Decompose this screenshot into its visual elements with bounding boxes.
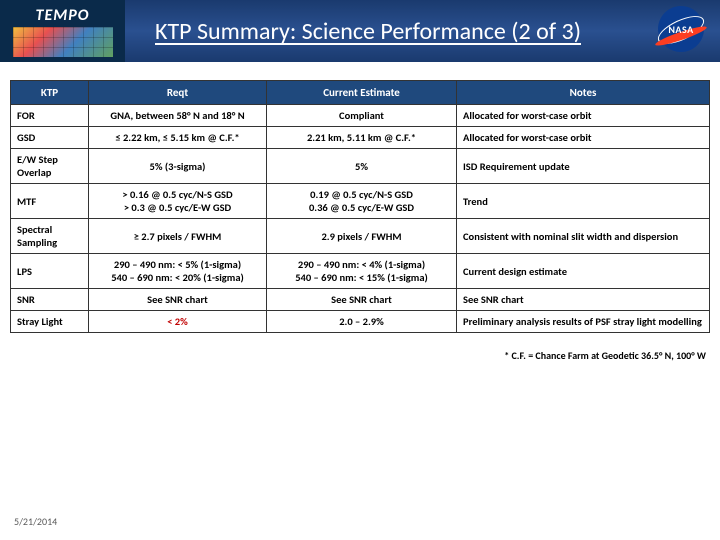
cell-reqt: ≥ 2.7 pixels / FWHM [89,219,267,254]
cell-estimate: 2.0 – 2.9% [267,311,457,333]
cell-reqt: > 0.16 @ 0.5 cyc/N-S GSD> 0.3 @ 0.5 cyc/… [89,184,267,219]
cell-ktp: Stray Light [11,311,89,333]
slide-date: 5/21/2014 [14,515,57,528]
slide-title: KTP Summary: Science Performance (2 of 3… [155,17,658,46]
cell-estimate: 290 – 490 nm: < 4% (1-sigma)540 – 690 nm… [267,254,457,289]
cell-ktp: SNR [11,289,89,311]
cell-notes: Preliminary analysis results of PSF stra… [457,311,710,333]
table-row: FORGNA, between 58° N and 18° NCompliant… [11,105,710,127]
tempo-logo: TEMPO [0,0,125,62]
cell-reqt: GNA, between 58° N and 18° N [89,105,267,127]
cell-reqt: 290 – 490 nm: < 5% (1-sigma)540 – 690 nm… [89,254,267,289]
cell-estimate: 0.19 @ 0.5 cyc/N-S GSD0.36 @ 0.5 cyc/E-W… [267,184,457,219]
cell-reqt: 5% (3-sigma) [89,149,267,184]
cell-estimate: 5% [267,149,457,184]
cell-notes: Allocated for worst-case orbit [457,105,710,127]
cell-reqt: < 2% [89,311,267,333]
table-row: MTF> 0.16 @ 0.5 cyc/N-S GSD> 0.3 @ 0.5 c… [11,184,710,219]
table-row: GSD≤ 2.22 km, ≤ 5.15 km @ C.F.*2.21 km, … [11,127,710,149]
nasa-logo: NASA [658,6,708,56]
cell-reqt: See SNR chart [89,289,267,311]
tempo-map-icon [13,27,113,57]
cell-ktp: E/W Step Overlap [11,149,89,184]
ktp-table: KTP Reqt Current Estimate Notes FORGNA, … [10,80,710,333]
slide-header: TEMPO KTP Summary: Science Performance (… [0,0,720,62]
table-row: SNRSee SNR chartSee SNR chartSee SNR cha… [11,289,710,311]
cell-ktp: Spectral Sampling [11,219,89,254]
col-notes: Notes [457,81,710,105]
cell-notes: Trend [457,184,710,219]
table-row: LPS290 – 490 nm: < 5% (1-sigma)540 – 690… [11,254,710,289]
table-row: Spectral Sampling≥ 2.7 pixels / FWHM2.9 … [11,219,710,254]
col-ktp: KTP [11,81,89,105]
col-estimate: Current Estimate [267,81,457,105]
cell-ktp: GSD [11,127,89,149]
cell-estimate: Compliant [267,105,457,127]
cell-ktp: MTF [11,184,89,219]
cell-ktp: FOR [11,105,89,127]
cell-notes: Allocated for worst-case orbit [457,127,710,149]
table-row: E/W Step Overlap5% (3-sigma)5%ISD Requir… [11,149,710,184]
cell-notes: See SNR chart [457,289,710,311]
tempo-logo-text: TEMPO [36,6,90,25]
cell-estimate: 2.21 km, 5.11 km @ C.F.* [267,127,457,149]
footnote: * C.F. = Chance Farm at Geodetic 36.5° N… [0,349,706,362]
table-header-row: KTP Reqt Current Estimate Notes [11,81,710,105]
col-reqt: Reqt [89,81,267,105]
cell-estimate: See SNR chart [267,289,457,311]
cell-estimate: 2.9 pixels / FWHM [267,219,457,254]
cell-notes: Consistent with nominal slit width and d… [457,219,710,254]
table-row: Stray Light< 2%2.0 – 2.9%Preliminary ana… [11,311,710,333]
cell-ktp: LPS [11,254,89,289]
cell-notes: ISD Requirement update [457,149,710,184]
nasa-meatball-icon: NASA [658,6,704,52]
cell-reqt: ≤ 2.22 km, ≤ 5.15 km @ C.F.* [89,127,267,149]
cell-notes: Current design estimate [457,254,710,289]
